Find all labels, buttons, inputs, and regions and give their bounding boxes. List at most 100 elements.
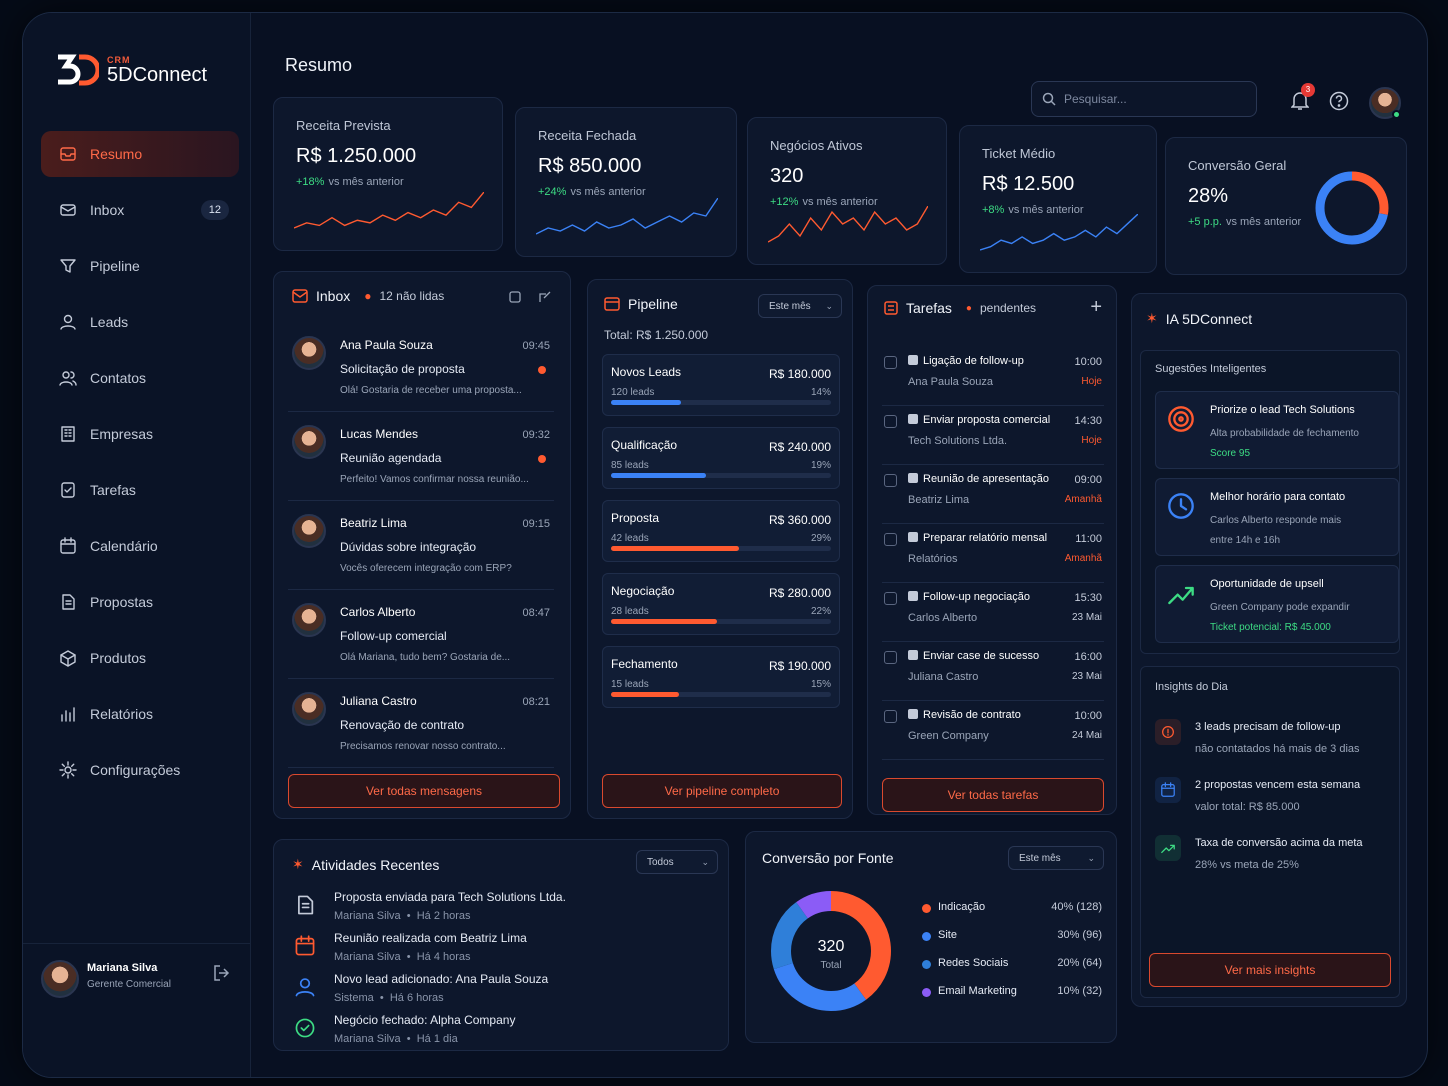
message-item[interactable]: Carlos Alberto 08:47 Follow-up comercial Ol… — [288, 595, 554, 679]
kpi-card[interactable]: Ticket Médio R$ 12.500 +8% vs mês anterior — [959, 125, 1157, 273]
sidebar-item-inbox[interactable]: Inbox 12 — [41, 187, 239, 233]
activity-who: Mariana Silva — [334, 951, 401, 963]
kpi-card[interactable]: Receita Prevista R$ 1.250.000 +18% vs mês a… — [273, 97, 503, 251]
insight-sub: não contatados há mais de 3 dias — [1195, 743, 1360, 755]
suggestion-line1: Alta probabilidade de fechamento — [1210, 428, 1359, 439]
sidebar-item-label: Calendário — [90, 538, 158, 554]
sidebar-item-configuracoes[interactable]: Configurações — [41, 747, 239, 793]
users-icon — [59, 369, 77, 387]
sidebar-item-propostas[interactable]: Propostas — [41, 579, 239, 625]
search-input[interactable]: Pesquisar... — [1031, 81, 1257, 117]
kpi-card[interactable]: Conversão Geral 28% +5 p.p. vs mês anterior — [1165, 137, 1407, 275]
task-time: 16:00 — [1074, 651, 1102, 663]
task-item[interactable]: Follow-up negociação Carlos Alberto 15:30 2… — [882, 584, 1104, 642]
task-checkbox[interactable] — [884, 651, 897, 664]
ai-suggestion[interactable]: Priorize o lead Tech Solutions Alta proba… — [1155, 391, 1399, 469]
message-item[interactable]: Lucas Mendes 09:32 Reunião agendada Perfeit… — [288, 417, 554, 501]
pie-slice-3[interactable] — [771, 891, 891, 1011]
sidebar-item-resumo[interactable]: Resumo — [41, 131, 239, 177]
sidebar-item-relatorios[interactable]: Relatórios — [41, 691, 239, 737]
sidebar-item-produtos[interactable]: Produtos — [41, 635, 239, 681]
legend-swatch — [922, 988, 931, 997]
kpi-card[interactable]: Receita Fechada R$ 850.000 +24% vs mês ante… — [515, 107, 737, 257]
task-item[interactable]: Reunião de apresentação Beatriz Lima 09:00… — [882, 466, 1104, 524]
task-title: Follow-up negociação — [923, 591, 1031, 603]
pipeline-stage[interactable]: Fechamento R$ 190.000 15 leads 15% — [602, 646, 840, 708]
pipeline-stage[interactable]: Qualificação R$ 240.000 85 leads 19% — [602, 427, 840, 489]
task-item[interactable]: Enviar proposta comercial Tech Solutions … — [882, 407, 1104, 465]
message-preview: Precisamos renovar nosso contrato... — [340, 741, 506, 752]
message-sender: Beatriz Lima — [340, 516, 407, 530]
activity-item[interactable]: Novo lead adicionado: Ana Paula Souza Sis… — [294, 972, 714, 1012]
kpi-value: R$ 1.250.000 — [296, 145, 417, 167]
task-checkbox[interactable] — [884, 356, 897, 369]
view-more-insights-button[interactable]: Ver mais insights — [1149, 953, 1391, 987]
task-checkbox[interactable] — [884, 474, 897, 487]
ai-suggestion[interactable]: Melhor horário para contato Carlos Albert… — [1155, 478, 1399, 556]
legend-item: Site 30% (96) — [922, 928, 1102, 948]
kpi-delta-text: vs mês anterior — [1008, 204, 1084, 216]
insight-item[interactable]: 2 propostas vencem esta semana valor tota… — [1155, 777, 1399, 835]
logout-icon[interactable] — [213, 964, 231, 987]
sparkle-icon: ✶ — [1146, 310, 1158, 326]
task-due: Amanhã — [1064, 553, 1102, 564]
message-item[interactable]: Beatriz Lima 09:15 Dúvidas sobre integraçã… — [288, 506, 554, 590]
view-all-messages-button[interactable]: Ver todas mensagens — [288, 774, 560, 808]
sidebar-item-contatos[interactable]: Contatos — [41, 355, 239, 401]
activities-filter-select[interactable]: Todos ⌄ — [636, 850, 718, 874]
task-item[interactable]: Enviar case de sucesso Juliana Castro 16:0… — [882, 643, 1104, 701]
sidebar-item-label: Inbox — [90, 202, 125, 218]
pipeline-stage[interactable]: Novos Leads R$ 180.000 120 leads 14% — [602, 354, 840, 416]
task-checkbox[interactable] — [884, 710, 897, 723]
kpi-card[interactable]: Negócios Ativos 320 +12% vs mês anterior — [747, 117, 947, 265]
ai-suggestion[interactable]: Oportunidade de upsell Green Company pode… — [1155, 565, 1399, 643]
task-checkbox[interactable] — [884, 415, 897, 428]
legend-value: 40% (128) — [1051, 901, 1102, 913]
task-title: Revisão de contrato — [923, 709, 1021, 721]
refresh-icon[interactable] — [508, 290, 522, 309]
sidebar-item-leads[interactable]: Leads — [41, 299, 239, 345]
sidebar-item-pipeline[interactable]: Pipeline — [41, 243, 239, 289]
funnel-icon — [59, 257, 77, 275]
pie-slice-2[interactable] — [771, 891, 891, 1011]
view-pipeline-button[interactable]: Ver pipeline completo — [602, 774, 842, 808]
activity-when: Há 6 horas — [389, 992, 444, 1004]
inbox-unread: 12 não lidas — [379, 289, 445, 303]
stage-leads: 42 leads — [611, 533, 649, 544]
task-item[interactable]: Revisão de contrato Green Company 10:00 24 … — [882, 702, 1104, 760]
view-all-tasks-button[interactable]: Ver todas tarefas — [882, 778, 1104, 812]
task-checkbox[interactable] — [884, 592, 897, 605]
help-icon[interactable] — [1329, 91, 1349, 116]
insight-item[interactable]: Taxa de conversão acima da meta 28% vs me… — [1155, 835, 1399, 893]
bell-icon[interactable]: 3 — [1290, 82, 1315, 116]
compose-icon[interactable] — [538, 290, 552, 309]
task-item[interactable]: Preparar relatório mensal Relatórios 11:00… — [882, 525, 1104, 583]
task-item[interactable]: Ligação de follow-up Ana Paula Souza 10:00… — [882, 348, 1104, 406]
meta-separator: • — [400, 1033, 417, 1045]
add-task-icon[interactable]: + — [1090, 296, 1102, 318]
pipeline-period-select[interactable]: Este mês ⌄ — [758, 294, 842, 318]
pie-slice-1[interactable] — [771, 891, 891, 1011]
activity-when: Há 4 horas — [416, 951, 471, 963]
sidebar-item-tarefas[interactable]: Tarefas — [41, 467, 239, 513]
pipeline-stage[interactable]: Proposta R$ 360.000 42 leads 29% — [602, 500, 840, 562]
profile-avatar[interactable] — [1369, 87, 1401, 119]
pipeline-stage[interactable]: Negociação R$ 280.000 28 leads 22% — [602, 573, 840, 635]
tasks-status: pendentes — [979, 301, 1037, 315]
message-item[interactable]: Ana Paula Souza 09:45 Solicitação de propo… — [288, 328, 554, 412]
task-checkbox[interactable] — [884, 533, 897, 546]
source-period-select[interactable]: Este mês ⌄ — [1008, 846, 1104, 870]
legend-item: Indicação 40% (128) — [922, 900, 1102, 920]
task-due: Hoje — [1081, 376, 1102, 387]
user-avatar[interactable] — [41, 960, 79, 998]
insight-item[interactable]: 3 leads precisam de follow-up não contata… — [1155, 719, 1399, 777]
activity-item[interactable]: Reunião realizada com Beatriz Lima Marian… — [294, 931, 714, 971]
activity-item[interactable]: Proposta enviada para Tech Solutions Ltd… — [294, 890, 714, 930]
chevron-down-icon: ⌄ — [825, 301, 833, 311]
kpi-delta-value: +8% — [982, 204, 1005, 216]
message-item[interactable]: Juliana Castro 08:21 Renovação de contrato… — [288, 684, 554, 768]
activity-item[interactable]: Negócio fechado: Alpha Company Mariana Si… — [294, 1013, 714, 1053]
sidebar-item-calendario[interactable]: Calendário — [41, 523, 239, 569]
activity-meta: Mariana Silva • Há 2 horas — [334, 910, 471, 922]
sidebar-item-empresas[interactable]: Empresas — [41, 411, 239, 457]
